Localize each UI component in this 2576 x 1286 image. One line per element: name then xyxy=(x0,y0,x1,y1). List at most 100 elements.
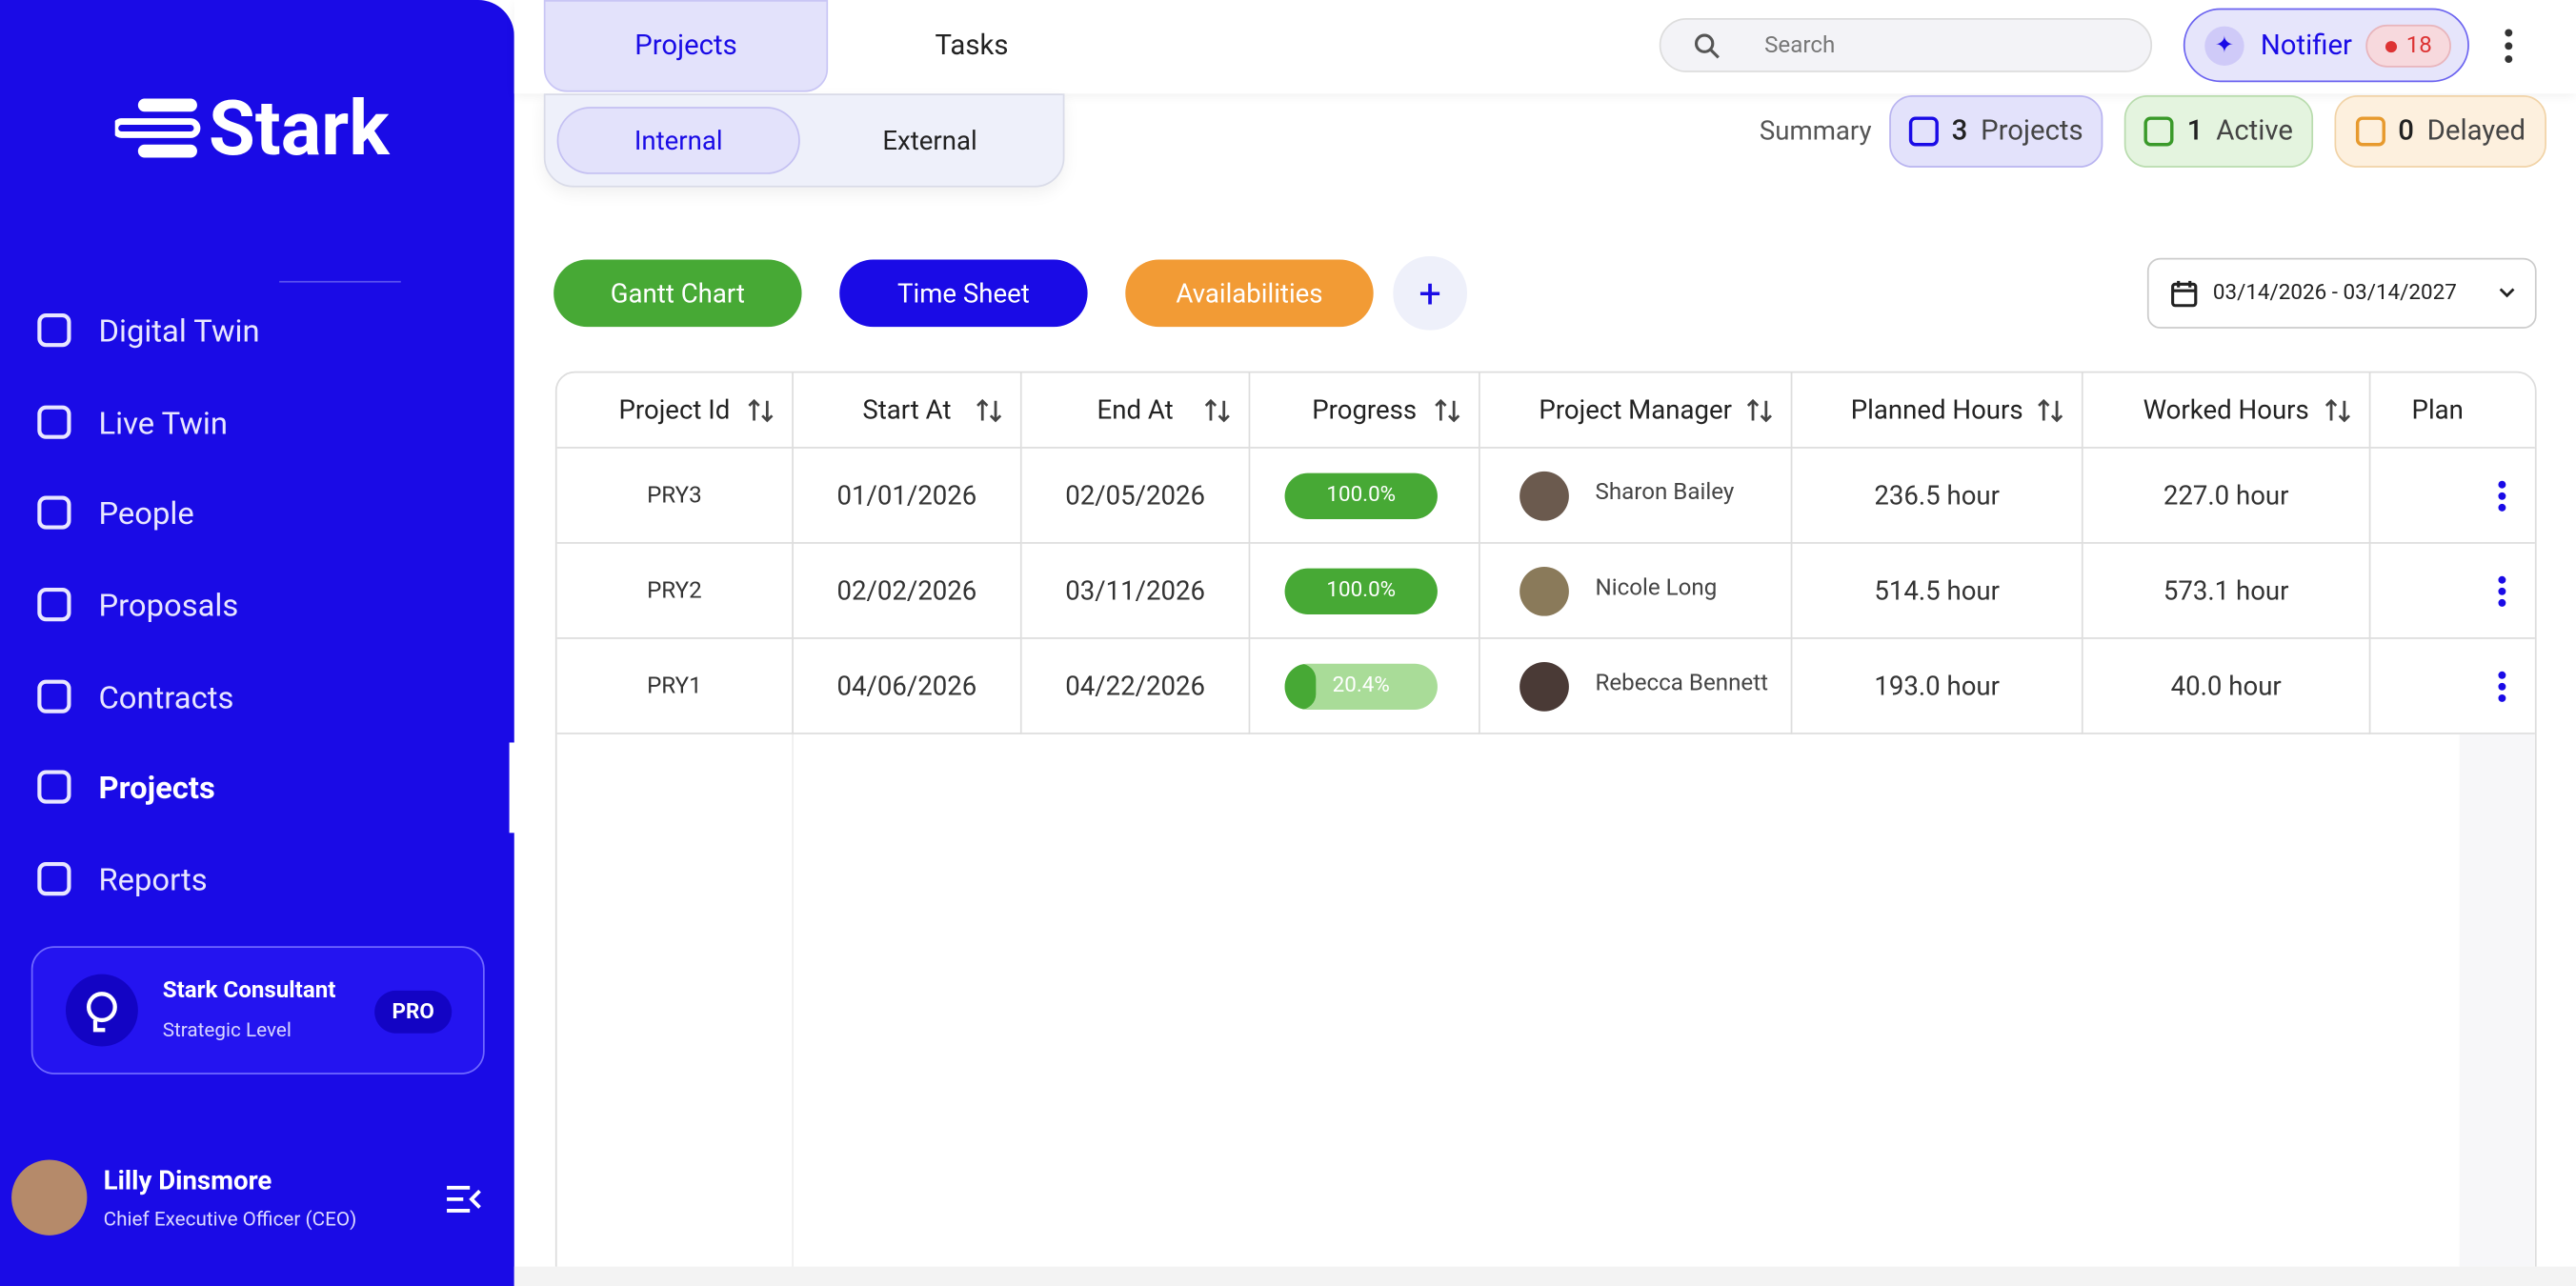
row-menu[interactable] xyxy=(2496,480,2509,512)
manager-avatar xyxy=(1519,471,1569,521)
header-label: Project Id xyxy=(618,393,731,426)
subtab-active[interactable]: Internal xyxy=(556,107,800,174)
table-cell: 100.0% xyxy=(1250,448,1480,544)
nav-label: People xyxy=(98,493,194,532)
action-button[interactable]: Gantt Chart xyxy=(553,259,802,328)
tab-active[interactable]: Projects xyxy=(543,0,829,92)
column-header[interactable]: Plan xyxy=(2370,372,2535,449)
nav-item[interactable]: Contracts xyxy=(32,672,233,721)
header-label: End At xyxy=(1097,393,1174,426)
summary-label: Summary xyxy=(1759,114,1872,147)
manager-name: Rebecca Bennett xyxy=(1595,670,1769,697)
table-cell: 02/05/2026 xyxy=(1021,448,1251,544)
progress-label: 20.4% xyxy=(1332,673,1390,698)
table-cell: 04/22/2026 xyxy=(1021,638,1251,734)
progress-bar: 100.0% xyxy=(1284,568,1438,614)
table-cell: PRY2 xyxy=(556,543,794,639)
table-cell: 40.0 hour xyxy=(2083,638,2371,734)
table-cell: 236.5 hour xyxy=(1792,448,2083,544)
nav-item[interactable]: Proposals xyxy=(32,580,238,630)
date-range: 03/14/2026 - 03/14/2027 xyxy=(2212,280,2457,306)
nav-item[interactable]: Live Twin xyxy=(32,397,228,447)
column-header[interactable]: Start At xyxy=(793,372,1022,449)
label: Delayed xyxy=(2426,114,2526,149)
table-cell: 514.5 hour xyxy=(1792,543,2083,639)
table-cell: 01/01/2026 xyxy=(793,448,1022,544)
progress-fill xyxy=(1284,568,1438,614)
table-cell xyxy=(2370,639,2535,734)
column-shade xyxy=(2459,733,2535,1274)
action-button[interactable]: Time Sheet xyxy=(839,259,1088,328)
user-name: Lilly Dinsmore xyxy=(103,1164,272,1196)
progress-label: 100.0% xyxy=(1326,578,1397,603)
column-header[interactable]: End At xyxy=(1021,372,1251,449)
manager-name: Nicole Long xyxy=(1595,574,1718,602)
column-header[interactable]: Progress xyxy=(1250,372,1480,449)
subtab[interactable]: External xyxy=(882,125,977,156)
progress-bar: 100.0% xyxy=(1284,472,1438,519)
summary-chip: 1 Active xyxy=(2123,95,2314,168)
table-cell: PRY3 xyxy=(556,448,794,544)
notifier[interactable]: ✦ Notifier 18 xyxy=(2183,8,2469,83)
divider xyxy=(279,280,401,283)
date-picker[interactable]: 03/14/2026 - 03/14/2027 xyxy=(2146,257,2537,329)
table-cell: 227.0 hour xyxy=(2083,448,2371,544)
collapse-button[interactable] xyxy=(444,1183,483,1216)
header-label: Start At xyxy=(862,393,952,426)
logo-mark xyxy=(114,98,201,158)
count: 0 xyxy=(2398,114,2414,149)
manager-name: Sharon Bailey xyxy=(1595,479,1735,507)
add-button[interactable]: + xyxy=(1393,256,1467,331)
action-button[interactable]: Availabilities xyxy=(1125,259,1374,328)
nav-item[interactable]: People xyxy=(32,488,194,537)
search-box[interactable]: Search xyxy=(1659,17,2153,72)
column-header[interactable]: Planned Hours xyxy=(1792,372,2083,449)
row-menu[interactable] xyxy=(2496,671,2509,703)
column-line xyxy=(792,733,794,1274)
column-header[interactable]: Project Manager xyxy=(1479,372,1793,449)
brand: Stark xyxy=(209,85,390,174)
nav-item[interactable]: Reports xyxy=(32,854,208,904)
table-cell: Nicole Long xyxy=(1479,543,1793,639)
sidebar: Stark Stark Consultant Strategic Level P… xyxy=(0,0,516,1286)
table-cell: 03/11/2026 xyxy=(1021,543,1251,639)
table-cell: PRY1 xyxy=(556,638,794,734)
table-cell: Sharon Bailey xyxy=(1479,448,1793,544)
manager-avatar xyxy=(1519,661,1569,712)
nav-label: Digital Twin xyxy=(98,311,260,350)
table-cell: 573.1 hour xyxy=(2083,543,2371,639)
menu[interactable] xyxy=(2497,27,2520,66)
summary-chip: 3 Projects xyxy=(1889,95,2103,168)
nav-label: Contracts xyxy=(98,677,234,716)
user-avatar xyxy=(11,1159,88,1236)
label: Active xyxy=(2216,114,2293,149)
nav-item[interactable]: Digital Twin xyxy=(32,306,260,355)
header-label: Plan xyxy=(2411,393,2464,426)
notifier-count: 18 xyxy=(2365,24,2451,68)
count: 1 xyxy=(2186,114,2204,149)
plan-badge: PRO xyxy=(374,990,453,1034)
progress-bar: 20.4% xyxy=(1284,663,1438,710)
manager-avatar xyxy=(1519,566,1569,616)
nav-label: Reports xyxy=(98,859,208,898)
table-cell: 04/06/2026 xyxy=(793,638,1022,734)
header-label: Project Manager xyxy=(1539,393,1733,426)
column-header[interactable]: Project Id xyxy=(556,372,794,449)
table: Project Id Start At End At Progress Project … xyxy=(554,371,2537,1276)
column-header[interactable]: Worked Hours xyxy=(2083,372,2371,449)
plan-card[interactable]: Stark Consultant Strategic Level PRO xyxy=(30,946,485,1075)
tab[interactable]: Tasks xyxy=(935,30,1009,63)
plan-icon xyxy=(65,974,138,1047)
header-label: Progress xyxy=(1312,393,1418,426)
summary-chip: 0 Delayed xyxy=(2334,95,2546,168)
nav-label: Proposals xyxy=(98,585,239,624)
nav-item[interactable]: Projects xyxy=(32,762,215,812)
table-cell: 20.4% xyxy=(1250,638,1480,734)
table-cell: 193.0 hour xyxy=(1792,638,2083,734)
label: Projects xyxy=(1981,114,2083,149)
table-cell: Rebecca Bennett xyxy=(1479,638,1793,734)
footer-strip xyxy=(513,1266,2576,1286)
user-role: Chief Executive Officer (CEO) xyxy=(103,1207,357,1231)
row-menu[interactable] xyxy=(2496,575,2509,608)
